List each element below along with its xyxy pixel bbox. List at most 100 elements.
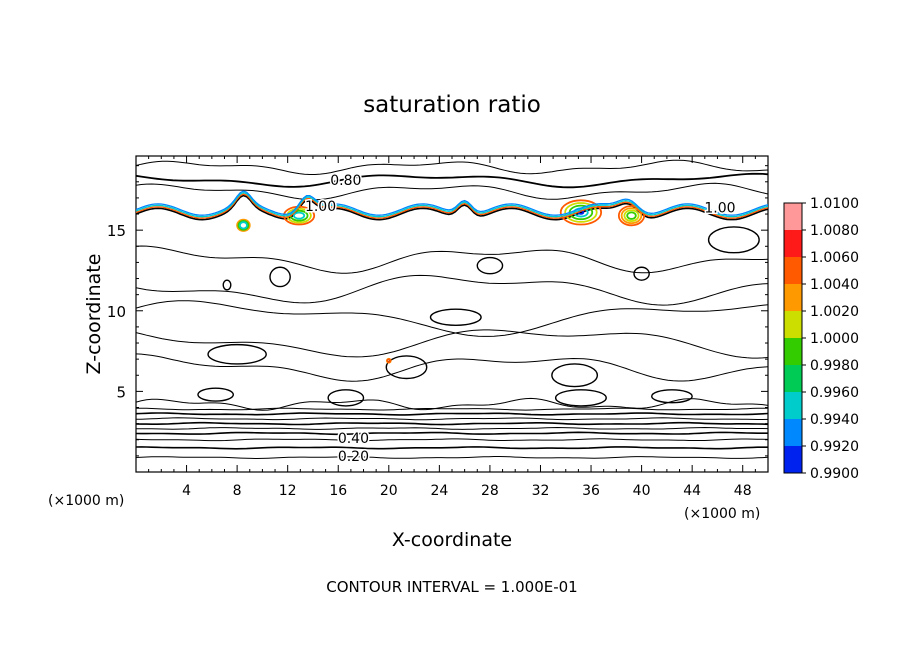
supersaturated-patch <box>292 211 306 220</box>
x-axis-ticks: 4 8 12 16 20 24 28 32 36 40 44 48 <box>148 156 756 499</box>
x-tick-label: 24 <box>430 483 448 499</box>
contour-line-low <box>136 412 768 416</box>
contour-line-low <box>136 431 768 436</box>
supersaturated-patch <box>559 199 603 226</box>
supersaturated-patch <box>236 218 251 232</box>
colorbar-label: 0.9900 <box>810 466 859 482</box>
colorbar-label: 0.9920 <box>810 439 859 455</box>
closed-contour <box>633 266 650 281</box>
colorbar-swatch <box>784 284 802 311</box>
x-tick-label: 36 <box>582 483 600 499</box>
y-tick-label: 15 <box>107 222 126 240</box>
closed-contour <box>327 389 365 407</box>
x-tick-label: 40 <box>633 483 651 499</box>
x-tick-label: 32 <box>532 483 550 499</box>
contour-label: 1.00 <box>305 199 336 215</box>
saturation-ribbon <box>136 191 768 218</box>
x-tick-label: 4 <box>182 483 191 499</box>
contour-line-mid <box>136 274 768 306</box>
contour-line-low <box>136 438 768 442</box>
contour-lines <box>136 159 768 460</box>
y-axis-ticks: 5 10 15 <box>107 165 768 457</box>
contour-label-group: 0.80 1.00 1.00 0.40 0.20 <box>303 172 737 467</box>
saturation-ribbon <box>136 193 768 219</box>
colorbar-swatch <box>784 392 802 419</box>
contour-line-mid <box>136 300 768 337</box>
supersaturated-patch <box>620 207 643 225</box>
saturation-color-fill <box>136 190 768 364</box>
colorbar-label: 1.0060 <box>810 250 859 266</box>
colorbar-swatch <box>784 311 802 338</box>
contour-label: 0.20 <box>338 449 369 465</box>
closed-contour <box>222 279 232 291</box>
contour-line-mid <box>136 397 768 411</box>
supersaturated-patch <box>623 209 640 222</box>
closed-contour <box>385 355 428 380</box>
contour-line-upper <box>136 182 768 201</box>
colorbar-label: 0.9980 <box>810 358 859 374</box>
closed-contour <box>476 256 504 275</box>
colorbar-label: 0.9940 <box>810 412 859 428</box>
colorbar-label: 1.0100 <box>810 196 859 212</box>
closed-contour <box>197 387 235 402</box>
colorbar-swatch <box>784 230 802 257</box>
x-tick-label: 48 <box>734 483 752 499</box>
x-unit-label: (×1000 m) <box>684 506 760 522</box>
x-tick-label: 20 <box>380 483 398 499</box>
contour-line-mid <box>136 245 768 274</box>
chart-title: saturation ratio <box>363 92 541 118</box>
closed-contour <box>651 389 693 404</box>
x-tick-label: 28 <box>481 483 499 499</box>
closed-contour <box>429 308 482 326</box>
colorbar-label: 1.0040 <box>810 277 859 293</box>
colorbar-label: 1.0020 <box>810 304 859 320</box>
colorbar-label: 1.0000 <box>810 331 859 347</box>
colorbar-swatch <box>784 446 802 473</box>
contour-line-mid <box>136 329 768 359</box>
contour-line-low <box>136 446 768 450</box>
supersaturated-patch <box>564 202 598 223</box>
x-tick-label: 12 <box>279 483 297 499</box>
contour-line-low <box>136 417 768 421</box>
contour-label: 0.40 <box>338 431 369 447</box>
closed-contour <box>707 226 760 254</box>
colorbar-swatch <box>784 257 802 284</box>
colorbar-swatch <box>784 419 802 446</box>
colorbar-label: 0.9960 <box>810 385 859 401</box>
x-axis-label: X-coordinate <box>392 529 512 551</box>
x-tick-label: 8 <box>233 483 242 499</box>
supersaturated-patch <box>237 220 250 231</box>
x-tick-label: 44 <box>683 483 701 499</box>
saturation-contour <box>136 194 768 221</box>
colorbar-label: 1.0080 <box>810 223 859 239</box>
colorbar-swatch <box>784 338 802 365</box>
contour-interval-text: CONTOUR INTERVAL = 1.000E-01 <box>326 578 577 596</box>
closed-contour <box>551 363 599 388</box>
saturation-ribbon <box>136 190 768 216</box>
colorbar: 1.0100 1.0080 1.0060 1.0040 1.0020 1.0000 0.99… <box>783 196 859 482</box>
contour-line-upper <box>136 172 768 189</box>
y-tick-label: 5 <box>116 383 126 401</box>
closed-contour <box>554 389 607 407</box>
y-tick-label: 10 <box>107 303 126 321</box>
contour-line-upper <box>136 159 768 175</box>
supersaturated-patch <box>626 211 637 220</box>
contour-line-low <box>136 456 768 460</box>
y-axis-label: Z-coordinate <box>83 254 105 375</box>
x-tick-label: 16 <box>329 483 347 499</box>
supersaturated-patch <box>386 358 392 364</box>
closed-contour <box>207 343 267 365</box>
supersaturated-patch <box>617 205 646 227</box>
contour-line-low <box>136 426 768 430</box>
contour-line-mid <box>136 353 768 382</box>
supersaturated-patch <box>239 221 248 230</box>
colorbar-swatch <box>784 203 802 230</box>
z-unit-label: (×1000 m) <box>48 493 124 509</box>
contour-label: 0.80 <box>330 173 361 189</box>
closed-contour <box>269 266 291 288</box>
colorbar-swatch <box>784 365 802 392</box>
contour-line-low <box>136 407 768 411</box>
contour-line-low <box>136 421 768 426</box>
contour-label: 1.00 <box>704 201 735 217</box>
